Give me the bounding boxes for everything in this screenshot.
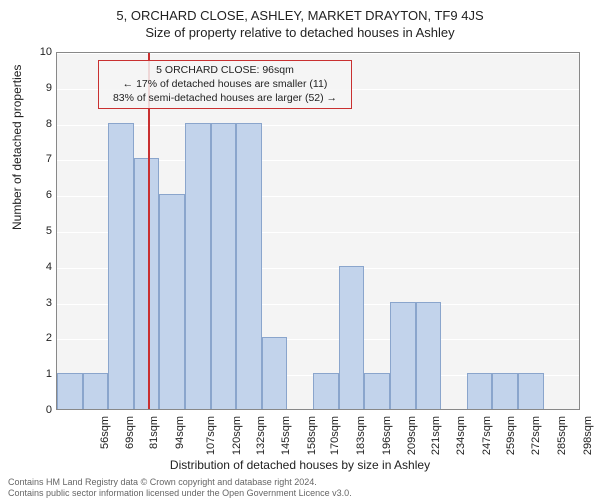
y-axis-label: Number of detached properties xyxy=(10,65,24,230)
y-tick-label: 5 xyxy=(32,225,52,237)
x-tick-label: 94sqm xyxy=(174,416,186,449)
x-tick-label: 247sqm xyxy=(481,416,493,455)
page-subtitle: Size of property relative to detached ho… xyxy=(0,23,600,40)
x-tick-label: 69sqm xyxy=(124,416,136,449)
x-tick-label: 56sqm xyxy=(99,416,111,449)
info-box-line-2: ← 17% of detached houses are smaller (11… xyxy=(105,77,345,91)
histogram-bar xyxy=(134,158,160,409)
y-tick-label: 1 xyxy=(32,368,52,380)
histogram-bar xyxy=(159,194,185,409)
x-tick-label: 183sqm xyxy=(355,416,367,455)
histogram-bar xyxy=(492,373,518,409)
histogram-bar xyxy=(364,373,390,409)
y-tick-label: 10 xyxy=(32,46,52,58)
footer-line-1: Contains HM Land Registry data © Crown c… xyxy=(8,477,352,487)
histogram-bar xyxy=(185,123,211,409)
x-tick-label: 120sqm xyxy=(231,416,243,455)
histogram-bar xyxy=(518,373,544,409)
gridline xyxy=(57,125,579,126)
footer-line-2: Contains public sector information licen… xyxy=(8,488,352,498)
histogram-bar xyxy=(416,302,442,409)
y-tick-label: 3 xyxy=(32,297,52,309)
y-tick-label: 7 xyxy=(32,153,52,165)
x-tick-label: 132sqm xyxy=(255,416,267,455)
histogram-bar xyxy=(83,373,109,409)
y-tick-label: 0 xyxy=(32,404,52,416)
x-tick-label: 221sqm xyxy=(430,416,442,455)
gridline xyxy=(57,53,579,54)
y-tick-label: 4 xyxy=(32,261,52,273)
histogram-bar xyxy=(390,302,416,409)
histogram-bar xyxy=(236,123,262,409)
x-tick-label: 196sqm xyxy=(381,416,393,455)
x-axis-label: Distribution of detached houses by size … xyxy=(0,458,600,472)
x-tick-label: 272sqm xyxy=(530,416,542,455)
histogram-bar xyxy=(467,373,493,409)
x-tick-label: 145sqm xyxy=(280,416,292,455)
gridline xyxy=(57,411,579,412)
histogram-bar xyxy=(108,123,134,409)
info-box-line-1: 5 ORCHARD CLOSE: 96sqm xyxy=(105,63,345,77)
info-box-line-3: 83% of semi-detached houses are larger (… xyxy=(105,91,345,105)
x-tick-label: 170sqm xyxy=(330,416,342,455)
property-info-box: 5 ORCHARD CLOSE: 96sqm← 17% of detached … xyxy=(98,60,352,109)
histogram-bar xyxy=(57,373,83,409)
x-tick-label: 209sqm xyxy=(406,416,418,455)
x-tick-label: 81sqm xyxy=(148,416,160,449)
histogram-bar xyxy=(262,337,288,409)
page-title: 5, ORCHARD CLOSE, ASHLEY, MARKET DRAYTON… xyxy=(0,0,600,23)
y-tick-label: 9 xyxy=(32,82,52,94)
x-tick-label: 234sqm xyxy=(456,416,468,455)
y-tick-label: 8 xyxy=(32,118,52,130)
x-tick-label: 259sqm xyxy=(505,416,517,455)
histogram-bar xyxy=(339,266,365,409)
x-tick-label: 107sqm xyxy=(205,416,217,455)
histogram-bar xyxy=(211,123,237,409)
x-tick-label: 285sqm xyxy=(556,416,568,455)
y-tick-label: 2 xyxy=(32,332,52,344)
x-tick-label: 298sqm xyxy=(582,416,594,455)
x-tick-label: 158sqm xyxy=(306,416,318,455)
histogram-bar xyxy=(313,373,339,409)
footer-attribution: Contains HM Land Registry data © Crown c… xyxy=(8,477,352,498)
y-tick-label: 6 xyxy=(32,189,52,201)
